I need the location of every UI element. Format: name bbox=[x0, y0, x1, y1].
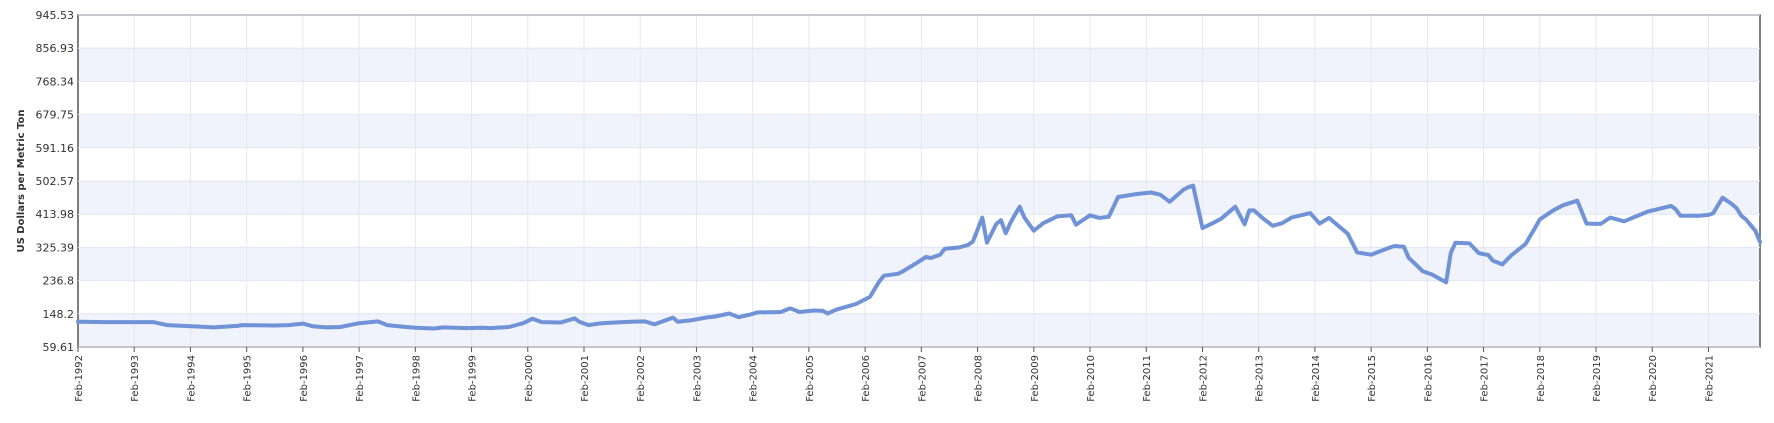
x-tick-label: Feb-2021 bbox=[1704, 355, 1715, 402]
y-tick-label: 502.57 bbox=[36, 175, 75, 188]
x-tick-label: Feb-2018 bbox=[1536, 355, 1547, 402]
y-tick-label: 148.2 bbox=[43, 308, 75, 321]
x-tick-label: Feb-2004 bbox=[749, 355, 760, 402]
plot-band bbox=[78, 181, 1760, 215]
x-tick-label: Feb-2007 bbox=[917, 355, 928, 402]
x-tick-label: Feb-2006 bbox=[861, 355, 872, 402]
x-tick-label: Feb-2019 bbox=[1592, 355, 1603, 402]
x-tick-label: Feb-2000 bbox=[524, 355, 535, 402]
y-tick-label: 59.61 bbox=[43, 341, 75, 354]
y-tick-label: 856.93 bbox=[36, 42, 75, 55]
plot-bands bbox=[78, 48, 1760, 347]
x-tick-label: Feb-1993 bbox=[130, 355, 141, 402]
x-tick-label: Feb-1997 bbox=[355, 355, 366, 402]
y-axis-ticks: 59.61 148.2 236.8 325.39 413.98 502.57 591.16 6… bbox=[36, 9, 1760, 354]
y-tick-label: 768.34 bbox=[36, 75, 75, 88]
x-tick-label: Feb-2005 bbox=[805, 355, 816, 402]
x-tick-label: Feb-1992 bbox=[74, 355, 85, 402]
x-tick-label: Feb-2003 bbox=[692, 355, 703, 402]
x-tick-label: Feb-2020 bbox=[1648, 355, 1659, 402]
x-axis-ticks: Feb-1992 Feb-1993 Feb-1994 Feb-1995 Feb-1996… bbox=[74, 347, 1715, 402]
x-tick-label: Feb-2009 bbox=[1030, 355, 1041, 402]
y-axis-label: US Dollars per Metric Ton bbox=[16, 109, 27, 252]
y-tick-label: 236.8 bbox=[43, 275, 75, 288]
x-tick-label: Feb-2014 bbox=[1311, 355, 1322, 402]
y-tick-label: 413.98 bbox=[36, 208, 75, 221]
x-tick-label: Feb-2012 bbox=[1198, 355, 1209, 402]
y-tick-label: 945.53 bbox=[36, 9, 75, 22]
plot-band bbox=[78, 247, 1760, 281]
x-tick-label: Feb-1999 bbox=[468, 355, 479, 402]
x-tick-label: Feb-1995 bbox=[243, 355, 254, 402]
x-tick-label: Feb-2010 bbox=[1086, 355, 1097, 402]
x-tick-label: Feb-2002 bbox=[636, 355, 647, 402]
plot-band bbox=[78, 313, 1760, 347]
x-tick-label: Feb-2008 bbox=[974, 355, 985, 402]
x-tick-label: Feb-1998 bbox=[411, 355, 422, 402]
x-tick-label: Feb-1996 bbox=[299, 355, 310, 402]
x-tick-label: Feb-2011 bbox=[1142, 355, 1153, 402]
x-tick-label: Feb-2013 bbox=[1255, 355, 1266, 402]
y-tick-label: 591.16 bbox=[36, 142, 75, 155]
x-tick-label: Feb-2001 bbox=[580, 355, 591, 402]
y-tick-label: 325.39 bbox=[36, 241, 75, 254]
x-tick-label: Feb-2015 bbox=[1367, 355, 1378, 402]
x-tick-label: Feb-2017 bbox=[1480, 355, 1491, 402]
x-tick-label: Feb-2016 bbox=[1423, 355, 1434, 402]
plot-band bbox=[78, 48, 1760, 82]
series-line bbox=[76, 183, 1762, 331]
x-tick-label: Feb-1994 bbox=[186, 355, 197, 402]
y-tick-label: 679.75 bbox=[36, 109, 75, 122]
plot-band bbox=[78, 114, 1760, 148]
